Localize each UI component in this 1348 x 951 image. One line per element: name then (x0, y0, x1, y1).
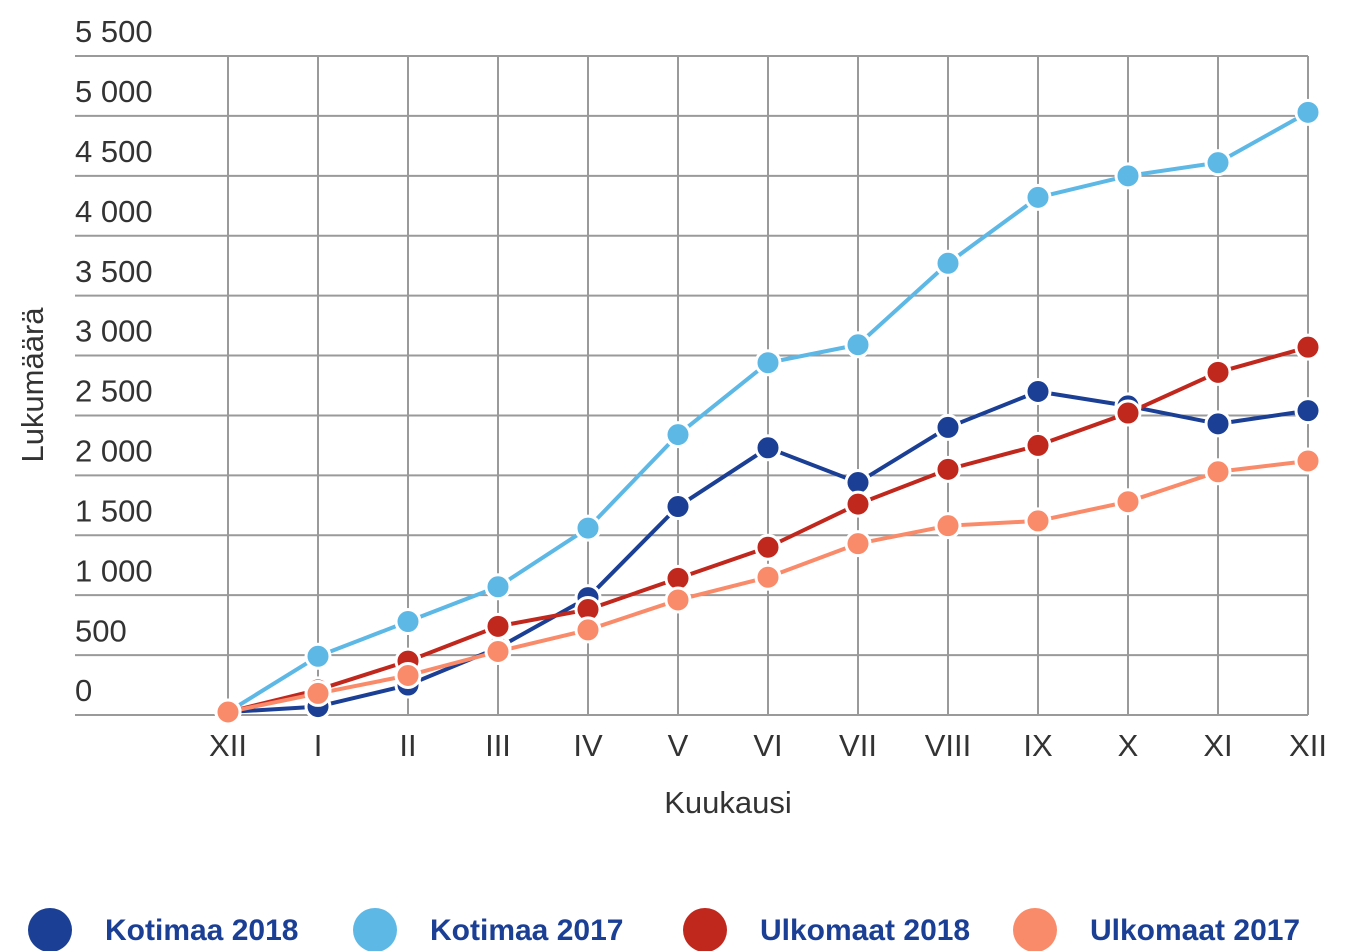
data-point (1294, 397, 1322, 425)
data-point (754, 533, 782, 561)
y-tick-label: 1 500 (75, 493, 153, 528)
x-tick-label: III (485, 728, 511, 763)
data-point (754, 563, 782, 591)
data-point (664, 493, 692, 521)
legend-swatch (28, 908, 72, 951)
data-point (1294, 333, 1322, 361)
legend-swatch (1013, 908, 1057, 951)
data-point (574, 616, 602, 644)
x-axis-title: Kuukausi (664, 785, 792, 820)
y-tick-label: 5 500 (75, 14, 153, 49)
y-tick-label: 4 000 (75, 194, 153, 229)
y-axis-title: Lukumäärä (15, 307, 50, 463)
data-point (664, 586, 692, 614)
x-tick-label: V (668, 728, 689, 763)
x-tick-label: IV (573, 728, 603, 763)
legend-label: Ulkomaat 2018 (760, 914, 970, 947)
data-point (664, 421, 692, 449)
data-point (934, 512, 962, 540)
data-point (1024, 507, 1052, 535)
data-point (1204, 458, 1232, 486)
y-tick-label: 2 000 (75, 434, 153, 469)
data-point (1024, 377, 1052, 405)
data-point (1024, 431, 1052, 459)
x-tick-label: XII (209, 728, 247, 763)
x-tick-label: VI (753, 728, 782, 763)
data-point (1114, 162, 1142, 190)
data-point (844, 530, 872, 558)
x-tick-label: XI (1203, 728, 1232, 763)
data-point (1204, 149, 1232, 177)
data-point (844, 490, 872, 518)
legend-label: Ulkomaat 2017 (1090, 914, 1300, 947)
data-point (574, 514, 602, 542)
data-point (394, 661, 422, 689)
data-point (484, 573, 512, 601)
y-tick-label: 0 (75, 673, 92, 708)
data-point (754, 349, 782, 377)
data-point (1114, 488, 1142, 516)
x-tick-label: X (1118, 728, 1139, 763)
x-tick-label: I (314, 728, 323, 763)
data-point (844, 331, 872, 359)
x-tick-label: XII (1289, 728, 1327, 763)
y-tick-label: 4 500 (75, 134, 153, 169)
y-tick-label: 500 (75, 613, 127, 648)
y-tick-label: 3 500 (75, 254, 153, 289)
legend-label: Kotimaa 2017 (430, 914, 623, 947)
data-point (214, 698, 242, 726)
data-point (484, 637, 512, 665)
data-point (304, 679, 332, 707)
data-point (934, 413, 962, 441)
data-point (934, 249, 962, 277)
legend-label: Kotimaa 2018 (105, 914, 298, 947)
y-tick-label: 1 000 (75, 553, 153, 588)
data-point (934, 455, 962, 483)
x-tick-label: IX (1023, 728, 1053, 763)
data-point (1024, 183, 1052, 211)
x-tick-label: VIII (925, 728, 972, 763)
y-tick-label: 3 000 (75, 314, 153, 349)
x-tick-label: VII (839, 728, 877, 763)
data-point (394, 608, 422, 636)
data-point (1204, 358, 1232, 386)
legend-swatch (683, 908, 727, 951)
data-point (1114, 399, 1142, 427)
data-point (1294, 447, 1322, 475)
legend-swatch (353, 908, 397, 951)
y-tick-label: 5 000 (75, 74, 153, 109)
data-point (1294, 98, 1322, 126)
data-point (1204, 410, 1232, 438)
data-point (484, 612, 512, 640)
x-tick-label: II (399, 728, 416, 763)
data-point (304, 642, 332, 670)
y-tick-label: 2 500 (75, 374, 153, 409)
data-point (754, 434, 782, 462)
